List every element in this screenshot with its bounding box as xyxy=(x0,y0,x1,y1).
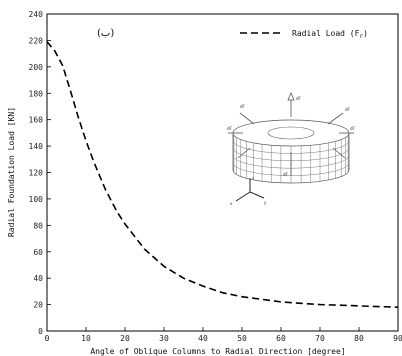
y-tick-label: 100 xyxy=(29,195,44,204)
legend-label: Radial Load (Fr) xyxy=(292,29,368,40)
y-tick-label: 0 xyxy=(38,327,43,336)
inset-arrows xyxy=(228,91,354,176)
x-tick-label: 20 xyxy=(120,334,130,343)
legend-label-close: ) xyxy=(363,29,368,38)
inset-label-x: x xyxy=(230,201,233,206)
x-tick-label: 50 xyxy=(237,334,247,343)
y-tick-label: 120 xyxy=(29,169,44,178)
y-tick-label: 140 xyxy=(29,142,44,151)
x-tick-label: 80 xyxy=(354,334,364,343)
x-axis-label: Angle of Oblique Columns to Radial Direc… xyxy=(90,347,345,356)
y-tick-label: 60 xyxy=(33,248,43,257)
x-tick-label: 90 xyxy=(393,334,402,343)
y-tick-label: 40 xyxy=(33,274,43,283)
series-layer xyxy=(46,41,399,308)
legend: Radial Load (Fr) xyxy=(240,29,368,40)
y-axis-ticks: 0 20 40 60 80 100 120 140 160 180 200 220 240 xyxy=(29,10,51,336)
inset-label-df-top: dF xyxy=(296,96,302,101)
panel-label: (ب) xyxy=(97,28,114,39)
inset-cylinder-inner xyxy=(267,126,315,140)
y-tick-label: 160 xyxy=(29,116,44,125)
y-tick-label: 240 xyxy=(29,10,44,19)
series-line-radial-load xyxy=(46,41,399,308)
x-tick-label: 70 xyxy=(315,334,325,343)
x-tick-label: 30 xyxy=(159,334,169,343)
legend-label-subscript: r xyxy=(359,33,363,40)
inset-label-df-right: dF xyxy=(350,126,356,131)
y-axis-label: Radial Foundation Load [KN] xyxy=(7,107,16,237)
x-tick-label: 0 xyxy=(45,334,50,343)
x-tick-label: 10 xyxy=(81,334,91,343)
y-tick-label: 20 xyxy=(33,301,43,310)
inset-label-df-bottom: dF xyxy=(283,172,289,177)
inset-label-df-right-up: dF xyxy=(345,107,351,112)
structure-inset-diagram: dF dF dF dF dF dF z y x xyxy=(227,91,356,206)
x-tick-label: 60 xyxy=(276,334,286,343)
inset-label-z: z xyxy=(252,176,254,181)
x-tick-label: 40 xyxy=(198,334,208,343)
x-axis-ticks: 0 10 20 30 40 50 60 70 80 90 xyxy=(45,327,402,343)
inset-axes xyxy=(235,178,265,202)
legend-label-main: Radial Load (F xyxy=(292,29,360,38)
inset-label-df-left-up: dF xyxy=(240,104,246,109)
inset-label-y: y xyxy=(264,200,267,205)
y-tick-label: 220 xyxy=(29,36,44,45)
inset-label-df-left: dF xyxy=(227,126,233,131)
y-tick-label: 80 xyxy=(33,221,43,230)
y-tick-label: 180 xyxy=(29,89,44,98)
y-tick-label: 200 xyxy=(29,63,44,72)
inset-cylinder-top xyxy=(232,119,350,147)
